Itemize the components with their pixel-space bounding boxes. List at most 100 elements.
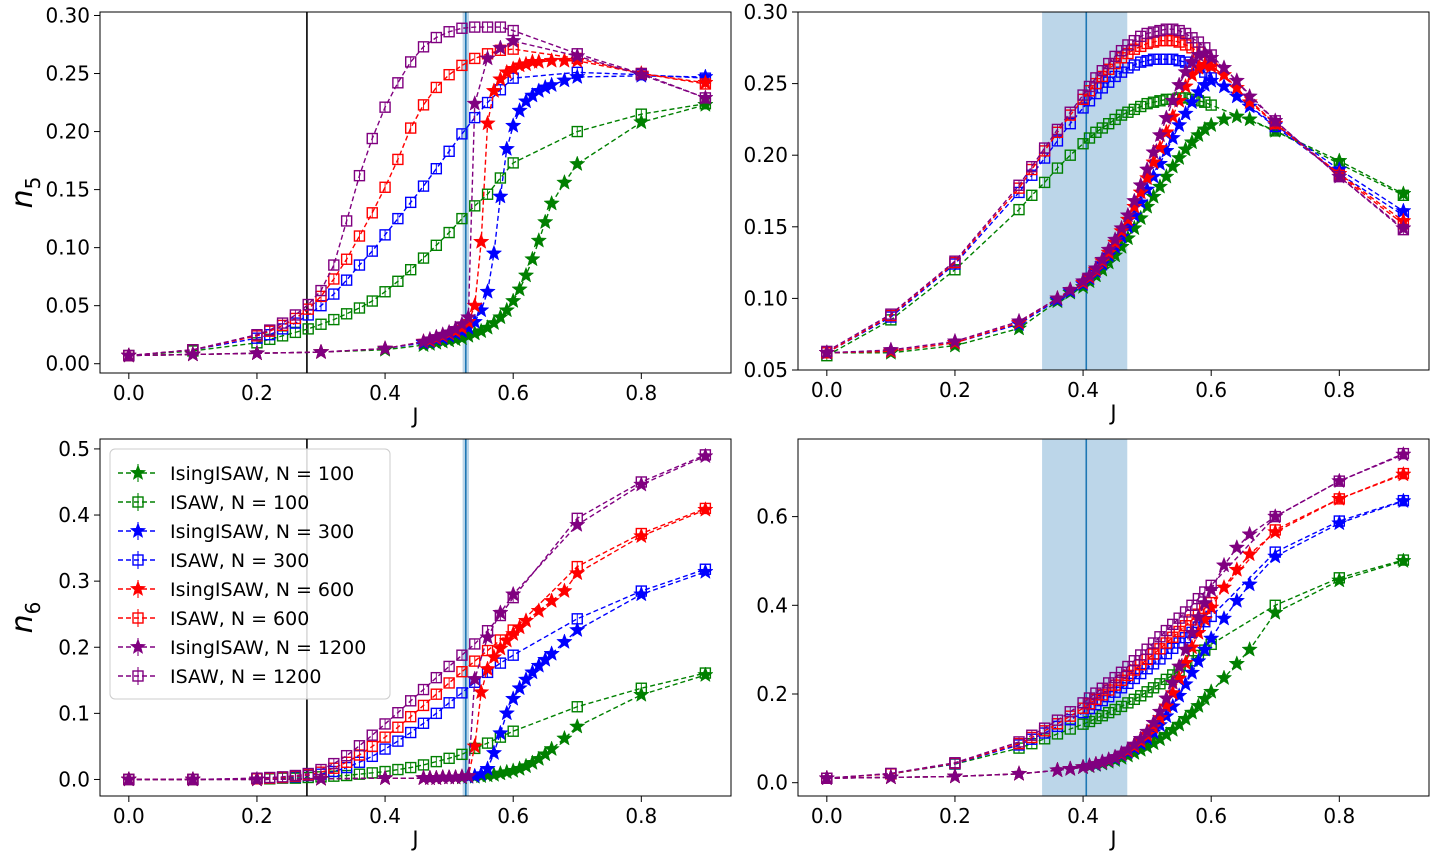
legend-label: IsingISAW, N = 100 — [170, 463, 354, 485]
star-marker — [1196, 690, 1214, 706]
star-marker — [1183, 53, 1201, 70]
x-tick-label: 0.2 — [241, 381, 273, 405]
star-marker — [460, 308, 477, 325]
axes-frame — [99, 11, 732, 374]
y-tick-label: 0.3 — [58, 569, 90, 593]
star-marker — [1094, 251, 1111, 267]
star-marker — [1228, 655, 1246, 671]
star-marker — [492, 187, 509, 204]
panel-top-right: 0.0 0.2 0.4 0.6 0.8 0.05 0.10 0.15 0.20 0.25 0.30 J — [743, 0, 1430, 425]
x-tick-label: 0.6 — [497, 381, 529, 405]
legend-star-marker — [129, 580, 147, 597]
star-marker — [1164, 674, 1182, 690]
star-marker — [556, 633, 573, 650]
star-marker — [1241, 87, 1258, 104]
star-marker — [1145, 188, 1162, 204]
star-marker — [1132, 176, 1150, 193]
x-tick-label: 0.0 — [113, 381, 145, 405]
star-marker — [543, 592, 560, 609]
star-marker — [376, 769, 394, 786]
y-tick-label: 0.5 — [58, 437, 90, 461]
series-line — [826, 115, 1404, 354]
star-marker — [492, 39, 509, 56]
star-marker — [479, 114, 496, 131]
star-marker — [1087, 259, 1105, 276]
y-tick-label: 0.6 — [756, 505, 788, 529]
star-marker — [1215, 578, 1233, 595]
star-marker — [492, 70, 509, 87]
star-marker — [1177, 63, 1194, 80]
legend-label: IsingISAW, N = 1200 — [170, 637, 366, 659]
legend: IsingISAW, N = 100 ISAW, N = 100 IsingISAW… — [109, 448, 391, 700]
star-marker — [492, 639, 509, 656]
star-marker — [1145, 153, 1162, 170]
star-marker — [568, 564, 586, 581]
star-marker — [524, 250, 541, 267]
plot-area — [818, 12, 1412, 370]
series-line — [128, 48, 706, 357]
star-marker — [543, 194, 560, 211]
star-marker — [556, 582, 573, 599]
x-tick-label: 0.8 — [1323, 804, 1355, 828]
y-tick-label: 0.20 — [45, 120, 90, 144]
star-marker — [492, 308, 509, 325]
star-marker — [1106, 230, 1124, 247]
star-marker — [504, 32, 522, 49]
y-tick-label: 0.05 — [743, 358, 788, 382]
y-tick-label: 0.25 — [45, 62, 90, 86]
series-isingisaw-n-100 — [120, 96, 714, 363]
star-marker — [1158, 689, 1175, 706]
critical-band — [1042, 439, 1128, 796]
star-marker — [1049, 761, 1066, 778]
star-marker — [1241, 110, 1258, 127]
star-marker — [504, 690, 522, 706]
legend-star-marker — [129, 522, 147, 539]
legend-label: ISAW, N = 600 — [170, 608, 309, 630]
y-tick-label: 0.10 — [45, 236, 90, 260]
y-tick-label: 0.2 — [756, 682, 788, 706]
plot-area — [120, 12, 714, 373]
star-marker — [504, 292, 522, 309]
x-tick-label: 0.0 — [811, 804, 843, 828]
star-marker — [498, 704, 516, 721]
legend-entry: ISAW, N = 1200 — [118, 666, 321, 688]
legend-star-marker — [129, 638, 147, 655]
y-tick-label: 0.0 — [58, 767, 90, 791]
star-marker — [517, 266, 535, 283]
star-marker — [946, 332, 964, 349]
star-marker — [530, 231, 548, 248]
star-marker — [511, 101, 528, 118]
y-tick-label: 0.00 — [45, 352, 90, 376]
y-axis-label: n5 — [5, 177, 45, 209]
star-marker — [1215, 609, 1233, 626]
y-tick-label: 0.20 — [743, 143, 788, 167]
star-marker — [479, 628, 496, 645]
star-marker — [1190, 608, 1207, 625]
plot-area — [120, 439, 714, 796]
star-marker — [1241, 525, 1258, 542]
y-tick-label: 0.30 — [743, 0, 788, 24]
star-marker — [1158, 109, 1175, 126]
legend-label: ISAW, N = 100 — [170, 492, 309, 514]
star-marker — [1177, 640, 1194, 657]
star-marker — [1170, 116, 1188, 133]
x-tick-label: 0.0 — [811, 378, 843, 402]
star-marker — [479, 49, 496, 66]
star-marker — [1228, 79, 1246, 95]
star-marker — [1132, 730, 1150, 746]
star-marker — [1190, 697, 1207, 714]
star-marker — [1183, 133, 1201, 150]
legend-entry: IsingISAW, N = 100 — [118, 463, 354, 485]
series-line — [128, 60, 706, 357]
star-marker — [633, 686, 650, 702]
star-marker — [504, 117, 522, 133]
star-marker — [1170, 149, 1188, 166]
star-marker — [492, 724, 509, 741]
star-marker — [466, 737, 484, 754]
y-tick-label: 0.05 — [45, 294, 90, 318]
series-isaw-n-1200 — [123, 21, 712, 362]
star-marker — [1183, 624, 1201, 640]
y-tick-label: 0.0 — [756, 771, 788, 795]
star-marker — [633, 113, 650, 130]
